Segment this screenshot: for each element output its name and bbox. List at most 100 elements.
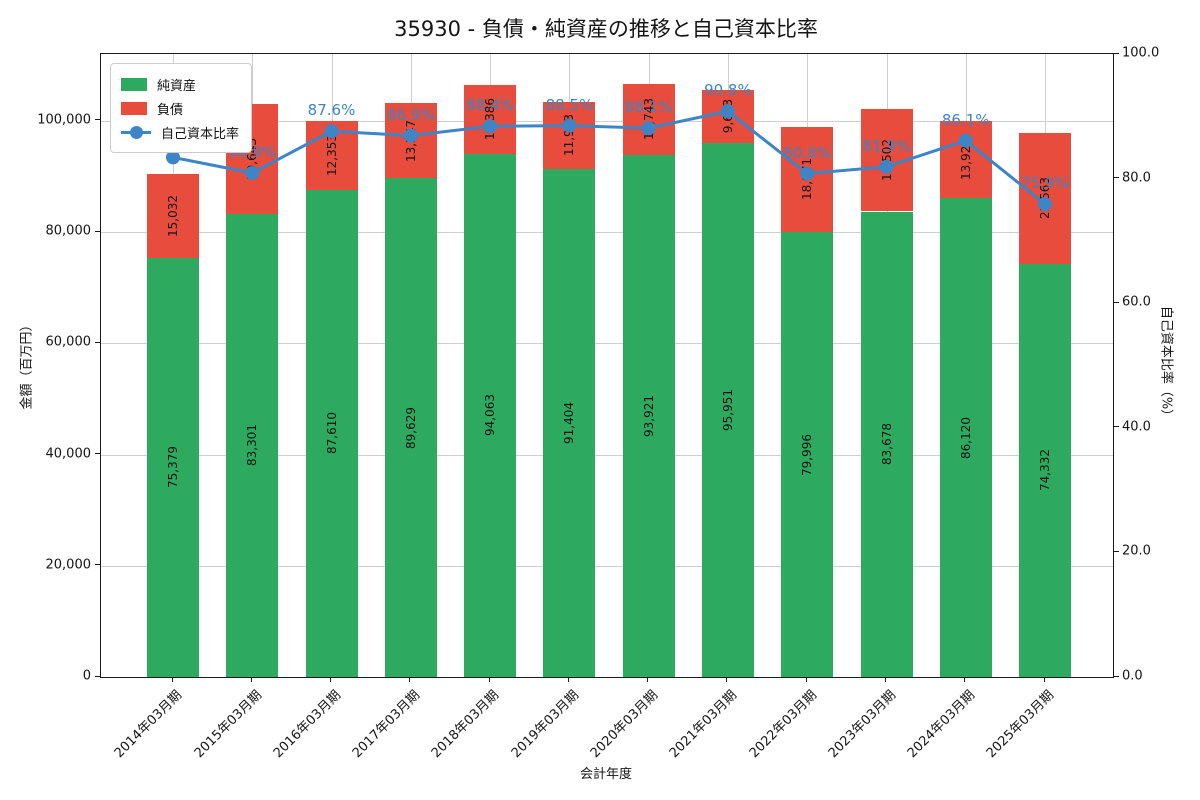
net-assets-value-label: 86,120 — [958, 416, 973, 459]
equity-ratio-value-label: 90.8% — [704, 81, 752, 100]
y-tick-label-left: 20,000 — [45, 557, 92, 573]
y-tick-label-left: 0 — [82, 668, 91, 684]
x-tick-label: 2025年03月期 — [984, 687, 1058, 762]
legend-item-equity-ratio: 自己資本比率 — [121, 120, 239, 144]
net-assets-value-label: 74,332 — [1038, 449, 1052, 492]
net-assets-swatch-icon — [121, 77, 147, 91]
y-axis-tick-right — [1114, 177, 1119, 179]
equity-ratio-value-label: 87.6% — [307, 101, 356, 120]
equity-ratio-value-label: 86.9% — [386, 105, 435, 124]
y-tick-label-left: 100,000 — [37, 112, 91, 128]
liabilities-value-label: 13,927 — [958, 138, 973, 181]
x-tick-label: 2023年03月期 — [825, 687, 899, 762]
chart-title: 35930 - 負債・純資産の推移と自己資本比率 — [394, 17, 818, 41]
y-axis-tick-left — [95, 453, 100, 454]
net-assets-value-label: 79,996 — [800, 433, 815, 476]
net-assets-value-label: 89,629 — [403, 406, 418, 449]
net-assets-value-label: 91,404 — [562, 401, 577, 444]
legend-label-equity-ratio: 自己資本比率 — [161, 126, 240, 142]
y-axis-tick-left — [95, 119, 100, 121]
x-tick-label: 2022年03月期 — [746, 687, 820, 762]
net-assets-value-label: 75,379 — [166, 446, 180, 489]
y-axis-tick-left — [95, 341, 100, 343]
net-assets-value-label: 83,678 — [879, 423, 894, 466]
legend: 純資産 負債 自己資本比率 — [110, 63, 253, 153]
x-tick-label: 2021年03月期 — [667, 687, 741, 762]
h-gridline — [101, 454, 1113, 456]
liabilities-value-label: 18,971 — [800, 158, 815, 201]
y-axis-tick-left — [95, 230, 100, 232]
net-assets-bar — [622, 154, 675, 677]
x-tick-label: 2018年03月期 — [429, 687, 503, 762]
equity-ratio-value-label: 81.9% — [862, 136, 911, 155]
x-axis-tick — [250, 677, 252, 682]
y-axis-label-right: 自己資本比率（%） — [1158, 305, 1174, 423]
equity-ratio-value-label: 75.9% — [1021, 174, 1069, 193]
net-assets-bar — [781, 232, 834, 677]
legend-item-liabilities: 負債 — [121, 96, 239, 120]
x-tick-label: 2017年03月期 — [349, 687, 424, 762]
x-axis-tick — [488, 677, 490, 682]
y-axis-tick-right — [1114, 675, 1119, 677]
net-assets-bar — [1019, 263, 1071, 677]
x-axis-tick — [885, 677, 886, 682]
net-assets-bar — [860, 211, 913, 677]
y-tick-label-right: 20.0 — [1122, 543, 1151, 559]
equity-ratio-value-label: 80.8% — [783, 143, 832, 162]
net-assets-value-label: 95,951 — [720, 389, 735, 432]
equity-ratio-line-icon — [121, 125, 151, 139]
equity-ratio-value-label: 88.1% — [624, 98, 673, 117]
net-assets-bar — [939, 198, 992, 677]
x-axis-tick — [726, 677, 728, 682]
y-tick-label-left: 60,000 — [45, 334, 92, 350]
x-axis-tick — [1043, 677, 1045, 682]
x-axis-tick — [647, 677, 649, 682]
equity-ratio-value-label: 88.4% — [466, 96, 514, 115]
net-assets-value-label: 93,921 — [641, 394, 656, 437]
net-assets-bar — [147, 257, 199, 677]
y-tick-label-right: 80.0 — [1122, 170, 1151, 186]
y-axis-tick-right — [1114, 426, 1119, 428]
x-axis-tick — [409, 677, 411, 682]
net-assets-bar — [226, 213, 279, 677]
y-axis-tick-left — [95, 564, 100, 566]
net-assets-value-label: 87,610 — [324, 412, 339, 455]
y-tick-label-right: 0.0 — [1122, 668, 1143, 684]
net-assets-bar — [543, 168, 596, 677]
equity-ratio-value-label: 86.1% — [941, 110, 990, 129]
liabilities-swatch-icon — [121, 101, 147, 115]
net-assets-bar — [305, 189, 358, 677]
equity-ratio-polyline — [172, 109, 1046, 206]
plot-area: 75,379 15,032 83,301 19,643 87,610 12,353 89,6… — [100, 53, 1114, 678]
y-axis-tick-left — [95, 675, 100, 677]
x-tick-label: 2015年03月期 — [191, 687, 265, 762]
h-gridline — [101, 232, 1113, 233]
y-axis-tick-right — [1114, 52, 1119, 54]
y-tick-label-right: 40.0 — [1122, 419, 1151, 435]
y-tick-label-right: 100.0 — [1122, 45, 1160, 61]
y-axis-tick-right — [1114, 301, 1119, 303]
net-assets-bar — [384, 178, 437, 677]
y-axis-label-left: 金額（百万円） — [19, 318, 35, 410]
net-assets-value-label: 94,063 — [483, 394, 498, 437]
liabilities-value-label: 13,547 — [403, 119, 418, 162]
net-assets-bar — [464, 153, 517, 677]
net-assets-bar — [701, 143, 754, 677]
liabilities-value-label: 15,032 — [166, 194, 180, 237]
y-axis-tick-right — [1114, 550, 1119, 552]
x-tick-label: 2016年03月期 — [270, 687, 344, 762]
net-assets-value-label: 83,301 — [245, 424, 260, 467]
liabilities-value-label: 12,353 — [324, 134, 339, 177]
x-axis-tick — [964, 677, 966, 682]
legend-label-liabilities: 負債 — [157, 102, 184, 118]
x-tick-label: 2019年03月期 — [508, 687, 582, 762]
y-tick-label-right: 60.0 — [1122, 294, 1151, 310]
x-axis-tick — [330, 677, 331, 682]
x-axis-tick — [171, 677, 173, 682]
x-axis-tick — [805, 677, 807, 682]
h-gridline — [101, 565, 1113, 567]
x-tick-label: 2020年03月期 — [587, 687, 662, 762]
liabilities-value-label: 11,913 — [562, 114, 577, 157]
x-axis-label: 会計年度 — [579, 767, 633, 782]
